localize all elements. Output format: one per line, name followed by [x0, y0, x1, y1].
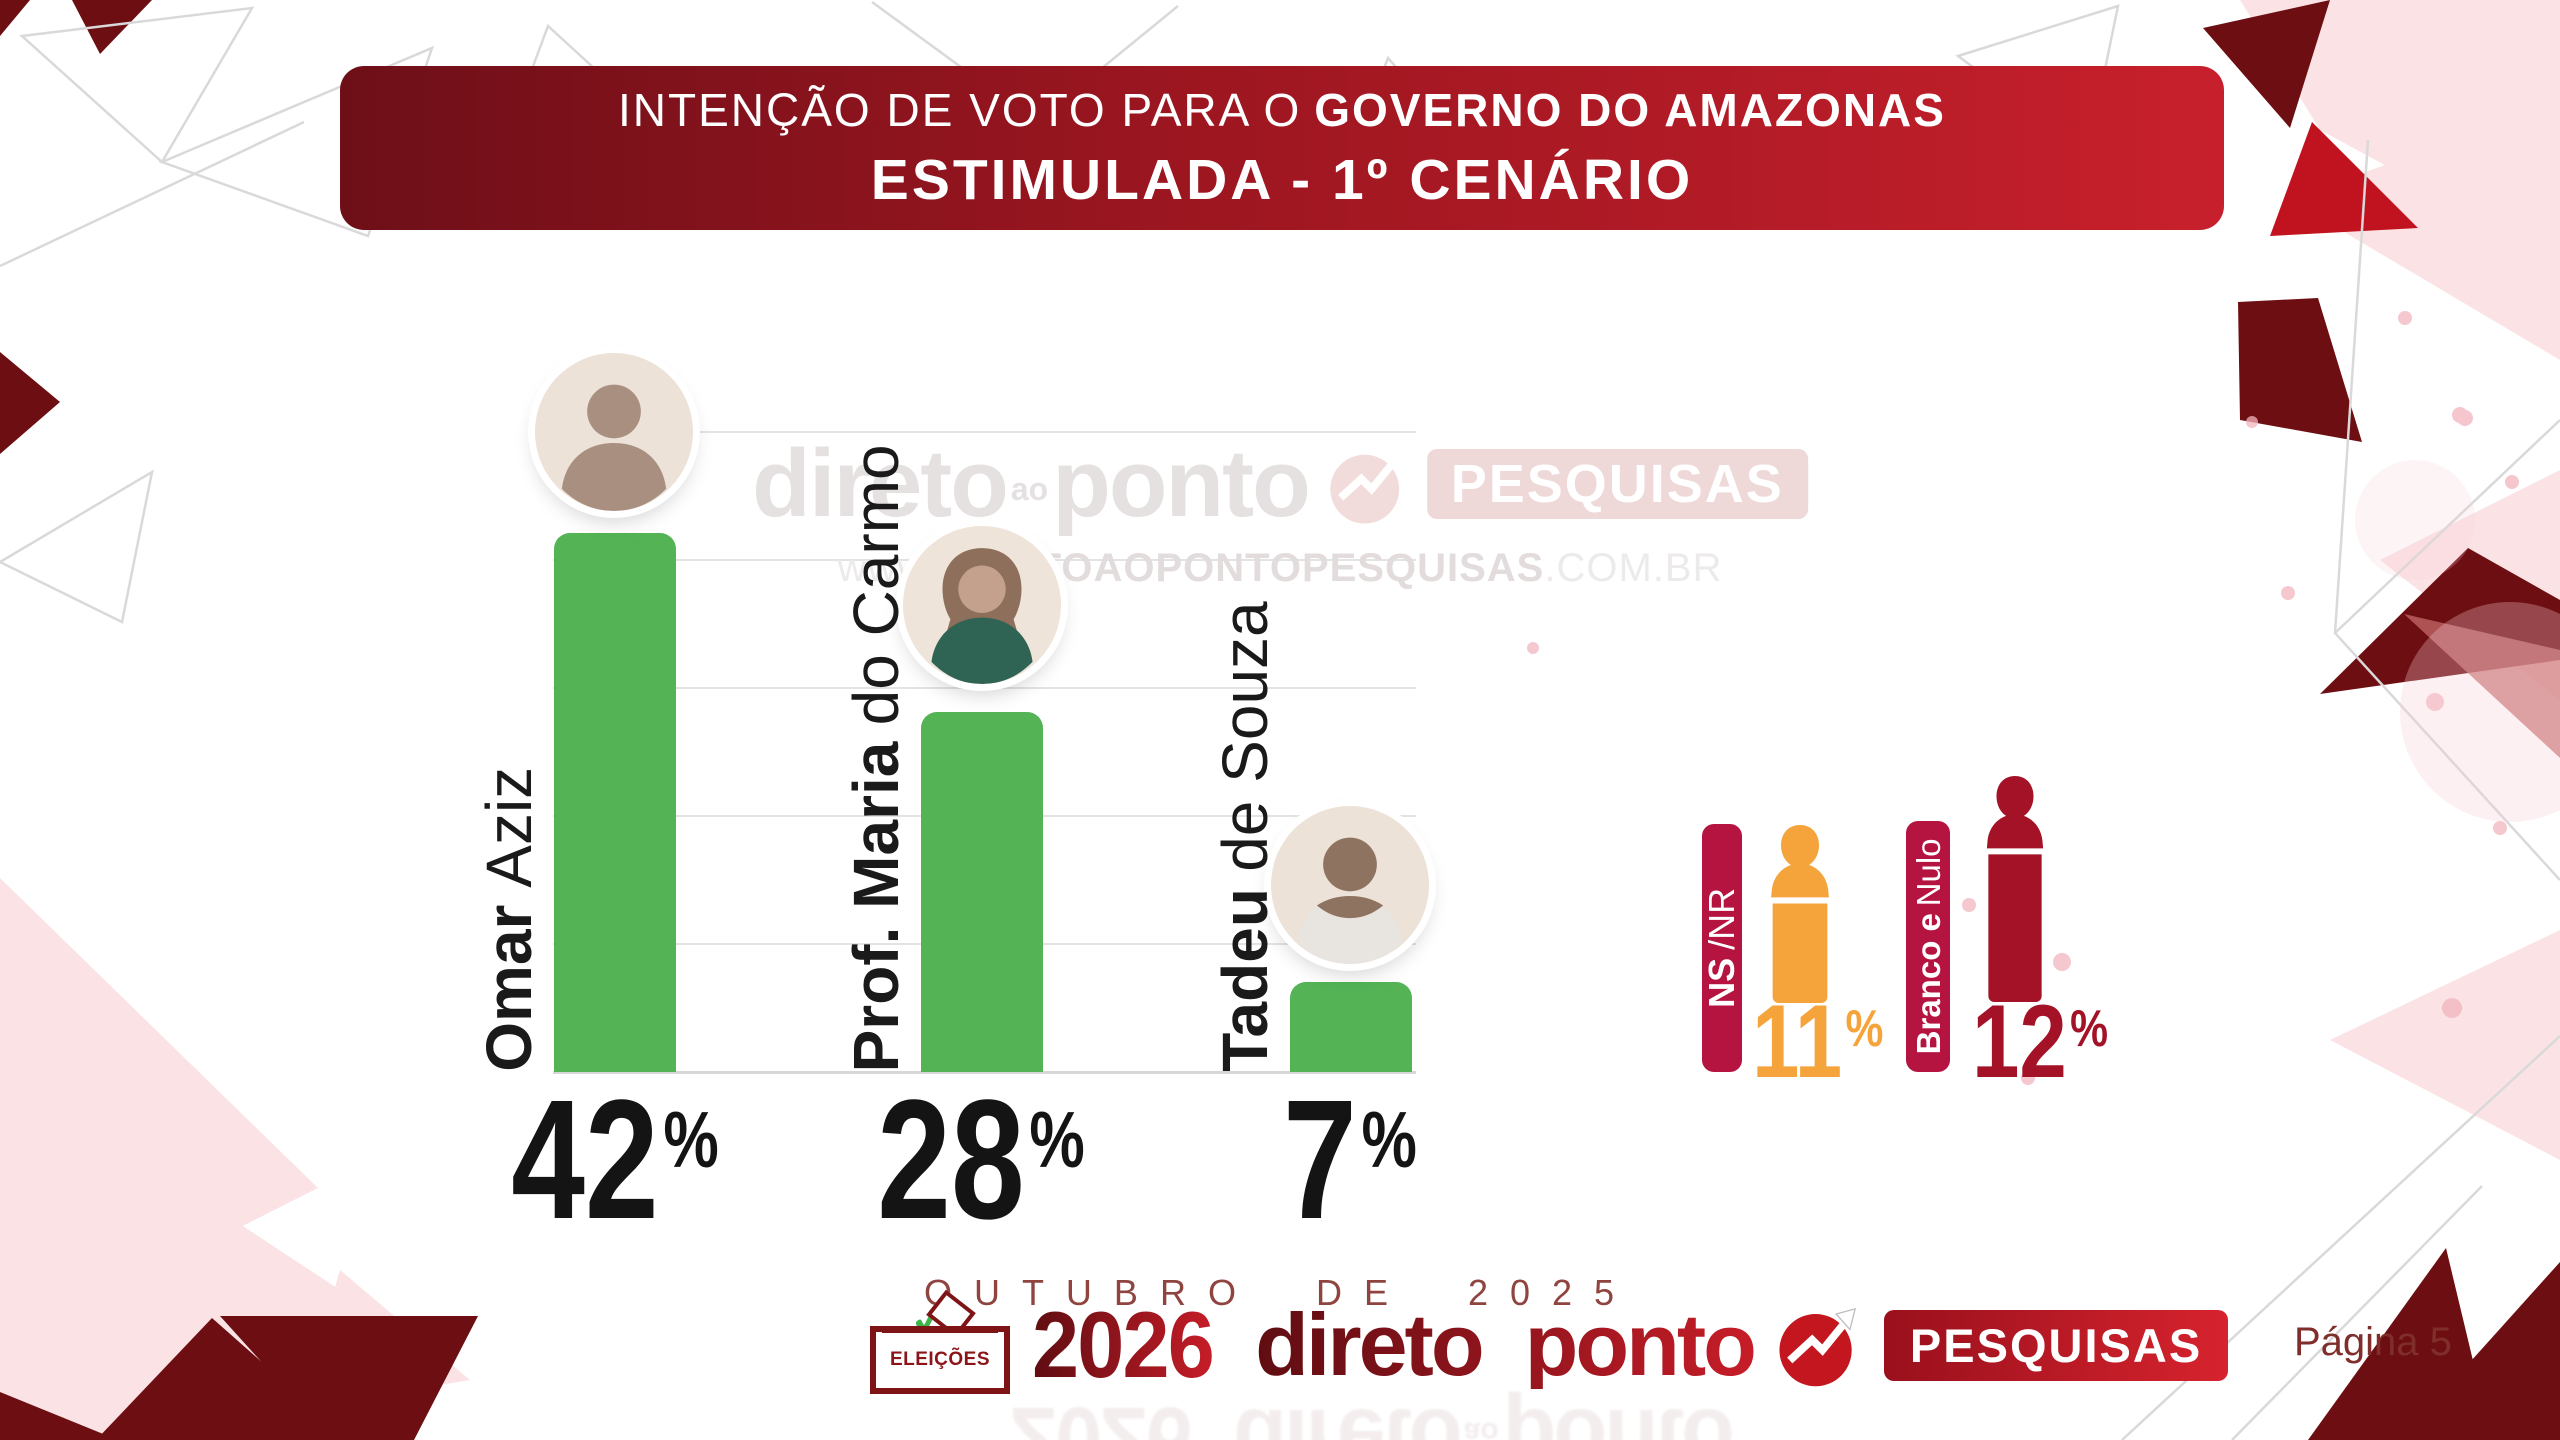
eleicoes-label: ELEIÇÕES	[889, 1349, 991, 1370]
pesquisas-badge: PESQUISAS	[1883, 1309, 2229, 1381]
watermark-brand-text: direto ao ponto	[752, 430, 1311, 537]
gridline-baseline	[553, 1071, 1416, 1074]
watermark-pesquisas-badge: PESQUISAS	[1426, 449, 1808, 519]
gridline	[553, 687, 1416, 689]
bar-maria	[921, 712, 1043, 1072]
bar-tadeu	[1290, 982, 1412, 1072]
candidate-name-maria: Prof. Mariado Carmo	[840, 443, 912, 1072]
pct-label-omar: 42%	[511, 1065, 719, 1255]
pct-label-nsnr: 11%	[1752, 984, 1884, 1100]
branco-nulo-label: Branco eNulo	[1906, 821, 1950, 1072]
bar-omar	[554, 533, 676, 1072]
title-line2: ESTIMULADA - 1º CENÁRIO	[870, 148, 1694, 212]
candidate-photo-omar	[535, 353, 693, 511]
person-icon-branco-nulo	[1978, 776, 2052, 1002]
brand-ao: ao	[1485, 1336, 1521, 1370]
pct-label-tadeu: 7%	[1283, 1065, 1417, 1255]
chart-growth-icon	[1776, 1302, 1862, 1388]
watermark-logo: direto ao ponto PESQUISAS	[752, 436, 1808, 532]
watermark: direto ao ponto PESQUISAS www.DIRETOAOPONT…	[752, 436, 1808, 591]
candidate-name-omar: OmarAziz	[473, 767, 545, 1072]
page-number: Página 5	[2294, 1320, 2452, 1364]
candidate-photo-maria	[903, 526, 1061, 684]
brand-ponto: ponto	[1524, 1295, 1754, 1394]
nsnr-label: NS/NR	[1701, 824, 1742, 1072]
watermark-direto: direto	[752, 430, 1009, 537]
person-icon-nsnr	[1762, 825, 1838, 1003]
pct-label-maria: 28%	[877, 1065, 1085, 1255]
gridline	[553, 431, 1416, 433]
brand-direto: direto	[1255, 1295, 1482, 1394]
candidate-name-tadeu: Tadeude Souza	[1209, 601, 1281, 1072]
title-line1: INTENÇÃO DE VOTO PARA O GOVERNO DO AMAZON…	[618, 83, 1946, 137]
year-label: 2026	[1032, 1291, 1215, 1397]
watermark-ponto: ponto	[1052, 430, 1311, 537]
candidate-photo-tadeu	[1271, 806, 1429, 964]
title-line1-regular: INTENÇÃO DE VOTO PARA O	[618, 84, 1302, 136]
ballot-box-icon: ✓ ELEIÇÕES	[870, 1277, 1010, 1394]
watermark-chart-growth-icon	[1325, 441, 1411, 527]
brand-text: direto ao ponto	[1255, 1301, 1754, 1389]
title-line1-bold: GOVERNO DO AMAZONAS	[1314, 84, 1946, 136]
pct-label-branco-nulo: 12%	[1972, 984, 2109, 1100]
survey-date: OUTUBRO DE 2025	[923, 1272, 1637, 1313]
watermark-ao: ao	[1010, 471, 1049, 508]
title-banner: INTENÇÃO DE VOTO PARA O GOVERNO DO AMAZON…	[340, 66, 2224, 230]
